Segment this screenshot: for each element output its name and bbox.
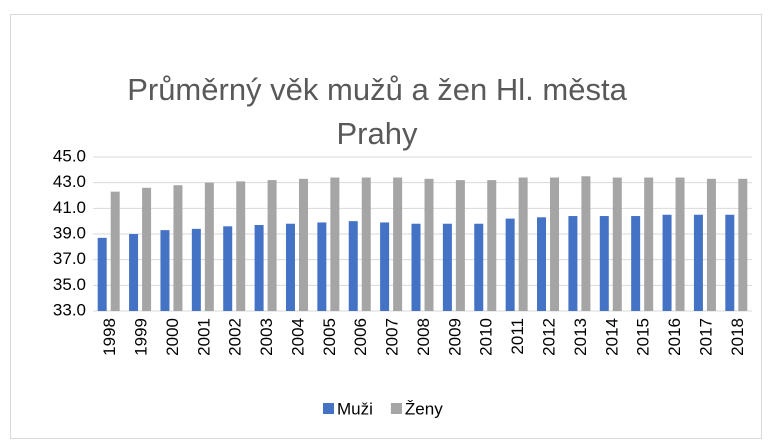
legend-swatch	[323, 403, 334, 414]
x-tick-label: 2011	[508, 318, 527, 355]
x-tick-label: 2018	[728, 318, 747, 356]
x-tick-label: 2006	[351, 318, 370, 356]
bar	[204, 182, 214, 311]
bar	[455, 180, 465, 311]
bar	[142, 187, 152, 311]
bar	[738, 178, 748, 311]
y-tick-label: 37.0	[53, 249, 86, 268]
bar	[223, 226, 233, 311]
x-tick-label: 2004	[288, 318, 307, 356]
x-tick-label: 2010	[477, 318, 496, 356]
bar	[267, 180, 277, 311]
bar	[361, 177, 371, 311]
x-tick-label: 2007	[383, 318, 402, 356]
bar	[518, 177, 528, 311]
chart-title: Průměrný věk mužů a žen Hl. města Prahy	[127, 72, 627, 151]
x-tick-label: 2008	[414, 318, 433, 356]
x-tick-label: 2001	[194, 318, 213, 356]
bar	[285, 223, 295, 311]
chart-frame	[10, 14, 762, 439]
bar	[424, 178, 434, 311]
bar	[348, 221, 358, 311]
bar	[254, 225, 264, 311]
x-tick-label: 2009	[445, 318, 464, 356]
y-tick-label: 43.0	[53, 172, 86, 191]
bar	[411, 223, 421, 311]
x-tick-label: 2003	[257, 318, 276, 356]
legend-swatch	[390, 403, 402, 414]
bar	[298, 178, 308, 311]
bar	[129, 234, 139, 311]
x-tick-label: 2012	[540, 318, 559, 356]
legend-label: Ženy	[405, 399, 443, 418]
bar	[693, 214, 703, 311]
bar	[191, 228, 201, 311]
x-tick-label: 2015	[634, 318, 653, 356]
bar	[160, 230, 170, 311]
bar	[550, 177, 560, 311]
bar	[487, 180, 497, 311]
bar	[706, 178, 716, 311]
bar	[675, 177, 685, 311]
bar	[599, 216, 609, 311]
bar	[537, 217, 547, 311]
x-tick-label: 1998	[100, 318, 119, 356]
bar	[725, 214, 735, 311]
bar	[568, 216, 578, 311]
bar	[474, 223, 484, 311]
bar	[644, 177, 654, 311]
bar	[662, 214, 672, 311]
x-tick-label: 2000	[163, 318, 182, 356]
x-tick-label: 2002	[226, 318, 245, 356]
y-tick-label: 41.0	[53, 198, 86, 217]
bar	[442, 223, 452, 311]
bar	[612, 177, 622, 311]
x-tick-label: 2017	[696, 318, 715, 356]
bar	[97, 237, 107, 311]
x-tick-label: 2005	[320, 318, 339, 356]
y-tick-label: 45.0	[53, 146, 86, 165]
y-tick-label: 39.0	[53, 223, 86, 242]
bar	[581, 176, 591, 311]
y-tick-label: 33.0	[53, 300, 86, 319]
bar	[631, 216, 641, 311]
bar	[173, 185, 183, 311]
y-tick-label: 35.0	[53, 275, 86, 294]
bar	[317, 222, 327, 311]
bar	[330, 177, 340, 311]
x-tick-label: 1999	[132, 318, 151, 356]
bar	[393, 177, 403, 311]
x-tick-label: 2013	[571, 318, 590, 356]
x-tick-label: 2014	[602, 318, 621, 356]
bar	[380, 222, 390, 311]
x-tick-label: 2016	[665, 318, 684, 356]
legend-label: Muži	[337, 399, 373, 418]
bar	[236, 181, 246, 311]
bar	[110, 191, 120, 311]
bar	[505, 218, 515, 311]
